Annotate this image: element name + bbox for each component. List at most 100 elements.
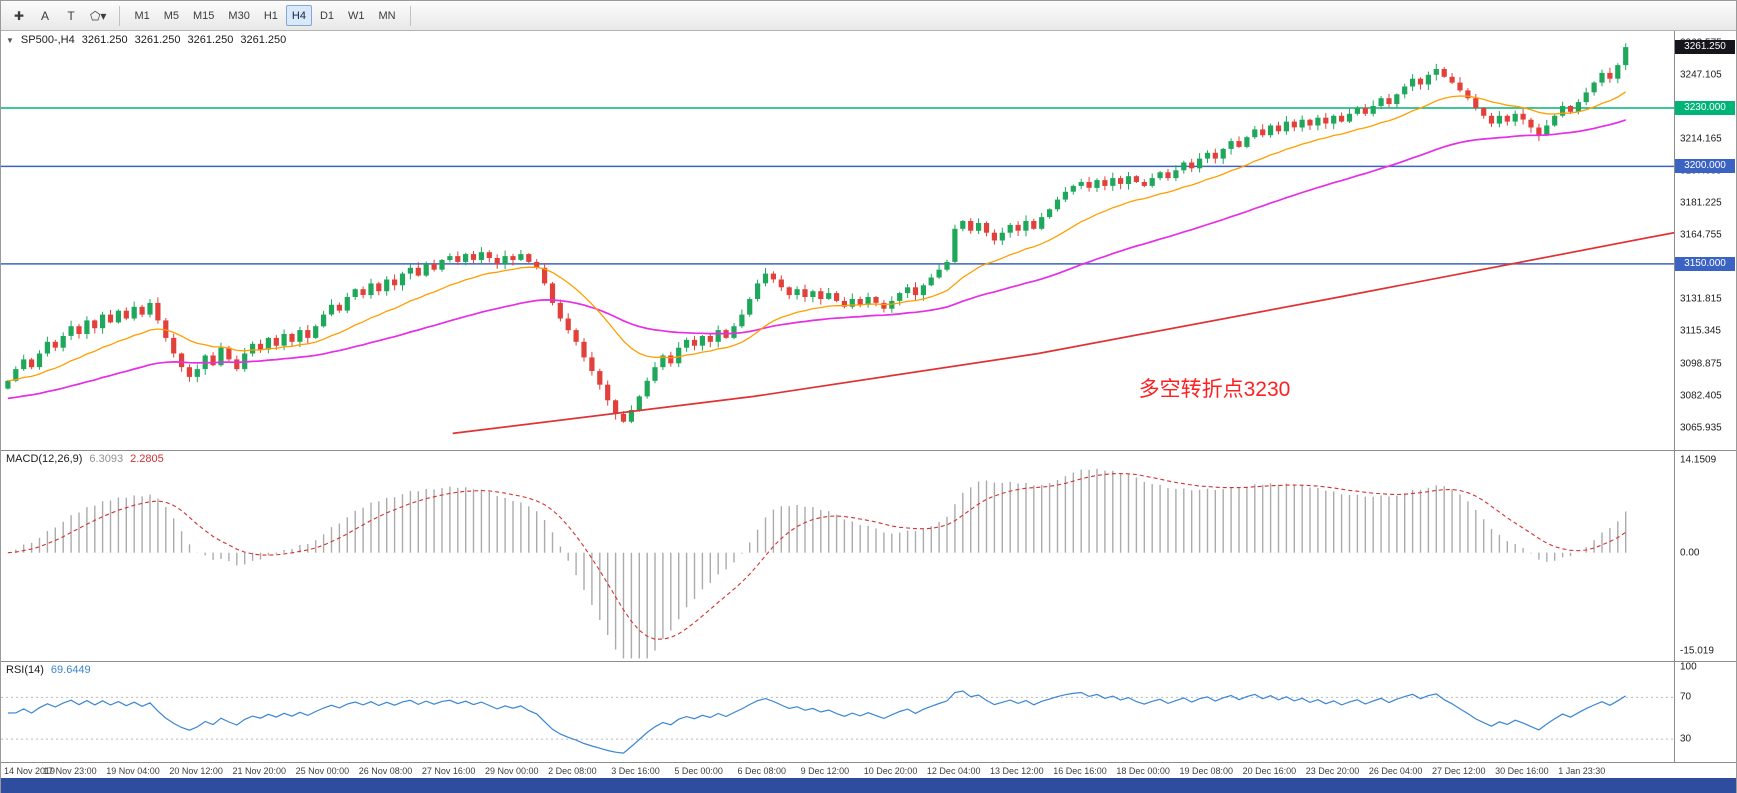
price-tick: 3115.345 [1680, 325, 1721, 337]
hline-price-badge: 3150.000 [1675, 256, 1735, 271]
time-label: 25 Nov 00:00 [295, 766, 350, 776]
macd-svg[interactable] [1, 451, 1674, 661]
price-axis[interactable]: 3263.5753247.1053230.6353214.1653197.695… [1674, 31, 1736, 450]
timeframe-h4-button[interactable]: H4 [285, 5, 312, 26]
rsi-line [7, 690, 1627, 754]
price-tick: 3082.405 [1680, 390, 1722, 402]
time-label: 19 Dec 08:00 [1179, 766, 1233, 776]
time-label: 29 Nov 00:00 [485, 766, 539, 776]
time-label: 20 Nov 12:00 [169, 766, 223, 776]
annotation-text: 多空转折点3230 [1138, 377, 1291, 401]
macd-axis-label: 0.00 [1680, 547, 1700, 559]
time-label: 3 Dec 16:00 [611, 766, 660, 776]
timeframe-w1-button[interactable]: W1 [348, 9, 365, 22]
macd-pane: MACD(12,26,9) 6.3093 2.2805 [1, 451, 1674, 661]
hline-price-badge: 3230.000 [1675, 100, 1735, 115]
price-tick: 3164.755 [1680, 229, 1722, 241]
rsi-pane-row: RSI(14) 69.6449 100 70 30 [1, 661, 1736, 762]
time-label: 9 Dec 12:00 [800, 766, 850, 776]
time-label: 1 Jan 23:30 [1558, 766, 1606, 776]
macd-main-value: 6.3093 [89, 453, 124, 465]
timeframe-buttons: M1 M5 M15 M30 H1 H4 D1 W1 MN [128, 5, 401, 26]
toolbar-separator-2 [409, 5, 411, 26]
price-pane: ▼ SP500-,H4 3261.250 3261.250 3261.250 3… [1, 31, 1674, 450]
time-label: 6 Dec 08:00 [737, 766, 787, 776]
time-label: 26 Nov 08:00 [358, 766, 413, 776]
timeframe-m1-button[interactable]: M1 [134, 9, 150, 22]
ma-slow-line [452, 231, 1674, 435]
macd-signal-value: 2.2805 [130, 453, 164, 465]
time-label: 17 Nov 23:00 [43, 766, 97, 776]
macd-histogram [15, 468, 1627, 659]
current-price-badge: 3261.250 [1675, 40, 1735, 55]
time-label: 30 Dec 16:00 [1495, 766, 1549, 776]
rsi-svg[interactable] [1, 662, 1674, 762]
timeframe-h1-button[interactable]: H1 [263, 9, 278, 22]
time-label: 26 Dec 04:00 [1368, 766, 1423, 776]
ohlc-open: 3261.250 [81, 34, 128, 46]
rsi-axis-label: 70 [1680, 691, 1692, 703]
timeframe-m5-button[interactable]: M5 [163, 9, 180, 22]
ohlc-low: 3261.250 [187, 34, 234, 46]
time-label: 20 Dec 16:00 [1242, 766, 1297, 776]
rsi-pane: RSI(14) 69.6449 [1, 662, 1674, 762]
rsi-name: RSI(14) [6, 664, 44, 676]
time-label: 27 Nov 16:00 [421, 766, 476, 776]
crosshair-button[interactable]: ✚ [13, 8, 25, 23]
price-tick: 3214.165 [1680, 133, 1722, 145]
text-label-button[interactable]: A [40, 8, 49, 23]
shapes-dropdown-button[interactable]: ⬠▾ [90, 8, 107, 23]
timeframe-mn-button[interactable]: MN [378, 9, 396, 22]
price-tick: 3181.225 [1680, 197, 1722, 209]
ma-fast-line [7, 91, 1627, 382]
time-label: 27 Dec 12:00 [1431, 766, 1486, 776]
time-label: 2 Dec 08:00 [548, 766, 597, 776]
time-label: 5 Dec 00:00 [674, 766, 723, 776]
macd-axis-label: 14.1509 [1680, 454, 1717, 466]
ohlc-close: 3261.250 [240, 34, 287, 46]
price-tick: 3247.105 [1680, 69, 1722, 81]
text-box-button[interactable]: T [67, 8, 75, 23]
chart-header: ▼ SP500-,H4 3261.250 3261.250 3261.250 3… [6, 34, 286, 46]
time-label: 14 Nov 2019 [4, 766, 56, 776]
collapse-chevron-icon[interactable]: ▼ [6, 35, 14, 45]
price-chart-svg[interactable] [1, 31, 1674, 450]
time-label: 13 Dec 12:00 [990, 766, 1044, 776]
price-tick: 3065.935 [1680, 422, 1722, 434]
time-label: 12 Dec 04:00 [926, 766, 981, 776]
rsi-axis[interactable]: 100 70 30 [1674, 662, 1736, 762]
macd-pane-row: MACD(12,26,9) 6.3093 2.2805 14.1509 0.00 -… [1, 450, 1736, 661]
time-label: 18 Dec 00:00 [1116, 766, 1170, 776]
rsi-axis-label: 30 [1680, 733, 1692, 745]
rsi-axis-label: 100 [1680, 662, 1697, 673]
drawing-tools: ✚ A T ⬠▾ [7, 5, 111, 27]
rsi-label: RSI(14) 69.6449 [6, 664, 91, 676]
time-label: 10 Dec 20:00 [863, 766, 918, 776]
price-tick: 3098.875 [1680, 358, 1722, 370]
bottom-bar [1, 778, 1736, 793]
macd-axis-label: -15.019 [1680, 645, 1714, 657]
hline-price-badge: 3200.000 [1675, 159, 1735, 174]
ohlc-high: 3261.250 [134, 34, 181, 46]
ma-mid-line [7, 119, 1626, 400]
time-label: 23 Dec 20:00 [1305, 766, 1360, 776]
symbol-timeframe-label: SP500-,H4 [20, 34, 75, 46]
hlines-layer [1, 107, 1674, 265]
macd-axis[interactable]: 14.1509 0.00 -15.019 [1674, 451, 1736, 661]
timeframe-d1-button[interactable]: D1 [319, 9, 335, 22]
toolbar-separator [119, 5, 121, 26]
rsi-value: 69.6449 [50, 664, 91, 676]
macd-signal-line [7, 473, 1627, 640]
timeframe-m30-button[interactable]: M30 [228, 9, 250, 22]
price-tick: 3131.815 [1680, 293, 1722, 305]
candles-layer [5, 43, 1629, 424]
macd-label: MACD(12,26,9) 6.3093 2.2805 [6, 453, 164, 465]
time-axis[interactable]: 14 Nov 2019 17 Nov 23:00 19 Nov 04:00 20 No… [1, 762, 1736, 778]
toolbar: ✚ A T ⬠▾ M1 M5 M15 M30 H1 H4 D1 W1 MN [1, 1, 1736, 31]
price-pane-row: ▼ SP500-,H4 3261.250 3261.250 3261.250 3… [1, 31, 1736, 450]
time-label: 21 Nov 20:00 [232, 766, 287, 776]
time-label: 19 Nov 04:00 [106, 766, 160, 776]
macd-name: MACD(12,26,9) [6, 453, 83, 465]
timeframe-m15-button[interactable]: M15 [193, 9, 215, 22]
